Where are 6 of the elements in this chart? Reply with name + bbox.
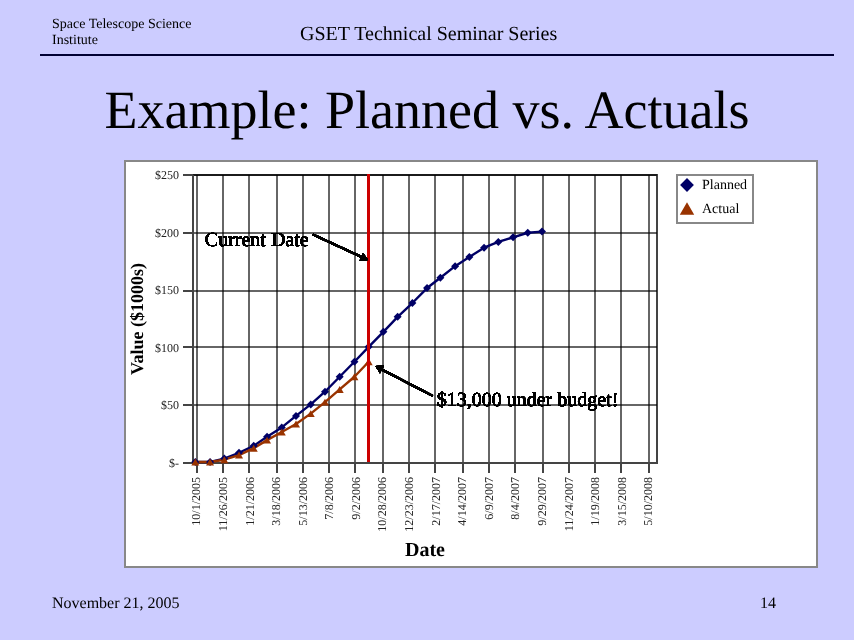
y-axis-title: Value ($1000s) xyxy=(127,263,147,375)
text: GSET Technical Seminar Series xyxy=(300,24,558,46)
text: November 21, 2005 xyxy=(52,594,180,612)
chart-title: Example: Planned vs. Actuals xyxy=(102,80,752,142)
text: 14 xyxy=(760,594,776,612)
x-axis-title: Date xyxy=(405,539,447,562)
